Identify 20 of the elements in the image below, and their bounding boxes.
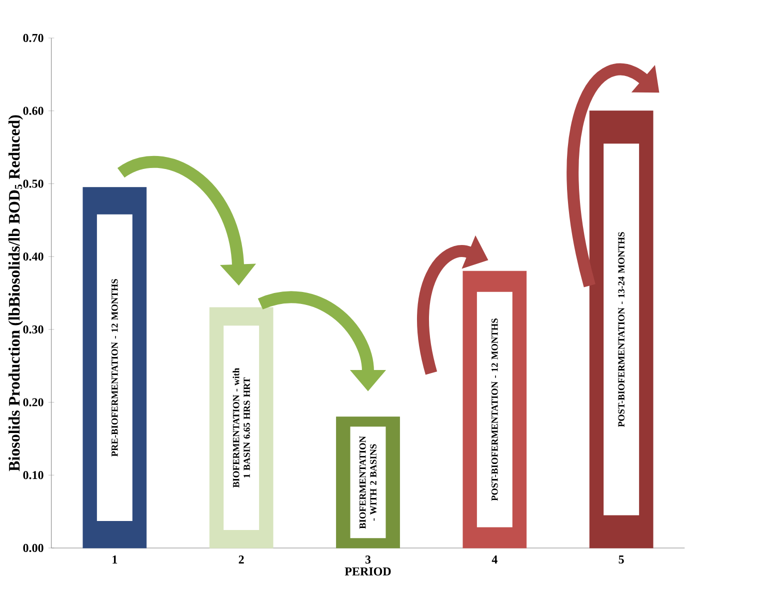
x-tick-label: 3 [365, 556, 371, 564]
annotation: PRE-BIOFERMENTATION - 12 MONTHS [112, 279, 118, 457]
y-tick-label: 0.30 [23, 325, 44, 334]
y-tick-label: 0.50 [23, 180, 44, 188]
y-tick-label: 0.00 [23, 544, 44, 552]
y-axis-title: Biosolids Production (lbBiosolids/lb BOD$_{5}$ Reduced) [8, 115, 23, 472]
y-tick-label: 0.40 [23, 252, 44, 261]
x-axis-title: PERIOD [344, 567, 391, 576]
annotation: POST-BIOFERMENTATION - 12 MONTHS [492, 318, 498, 501]
x-tick-label: 5 [618, 556, 624, 564]
y-tick-label: 0.70 [23, 34, 44, 42]
x-tick-label: 4 [492, 556, 498, 564]
y-tick-label: 0.60 [23, 106, 44, 115]
x-tick-label: 2 [238, 556, 244, 564]
annotation: POST-BIOFERMENTATION - 13-24 MONTHS [618, 232, 624, 427]
annotation: BIOFERMENTATION - with 1 BASIN 6.65 HRS HRT [232, 368, 250, 488]
y-tick-label: 0.20 [23, 398, 44, 406]
y-tick-label: 0.10 [23, 471, 44, 480]
x-tick-label: 1 [112, 556, 118, 564]
annotation: BIOFERMENTATION - WITH 2 BASINS [360, 436, 376, 529]
